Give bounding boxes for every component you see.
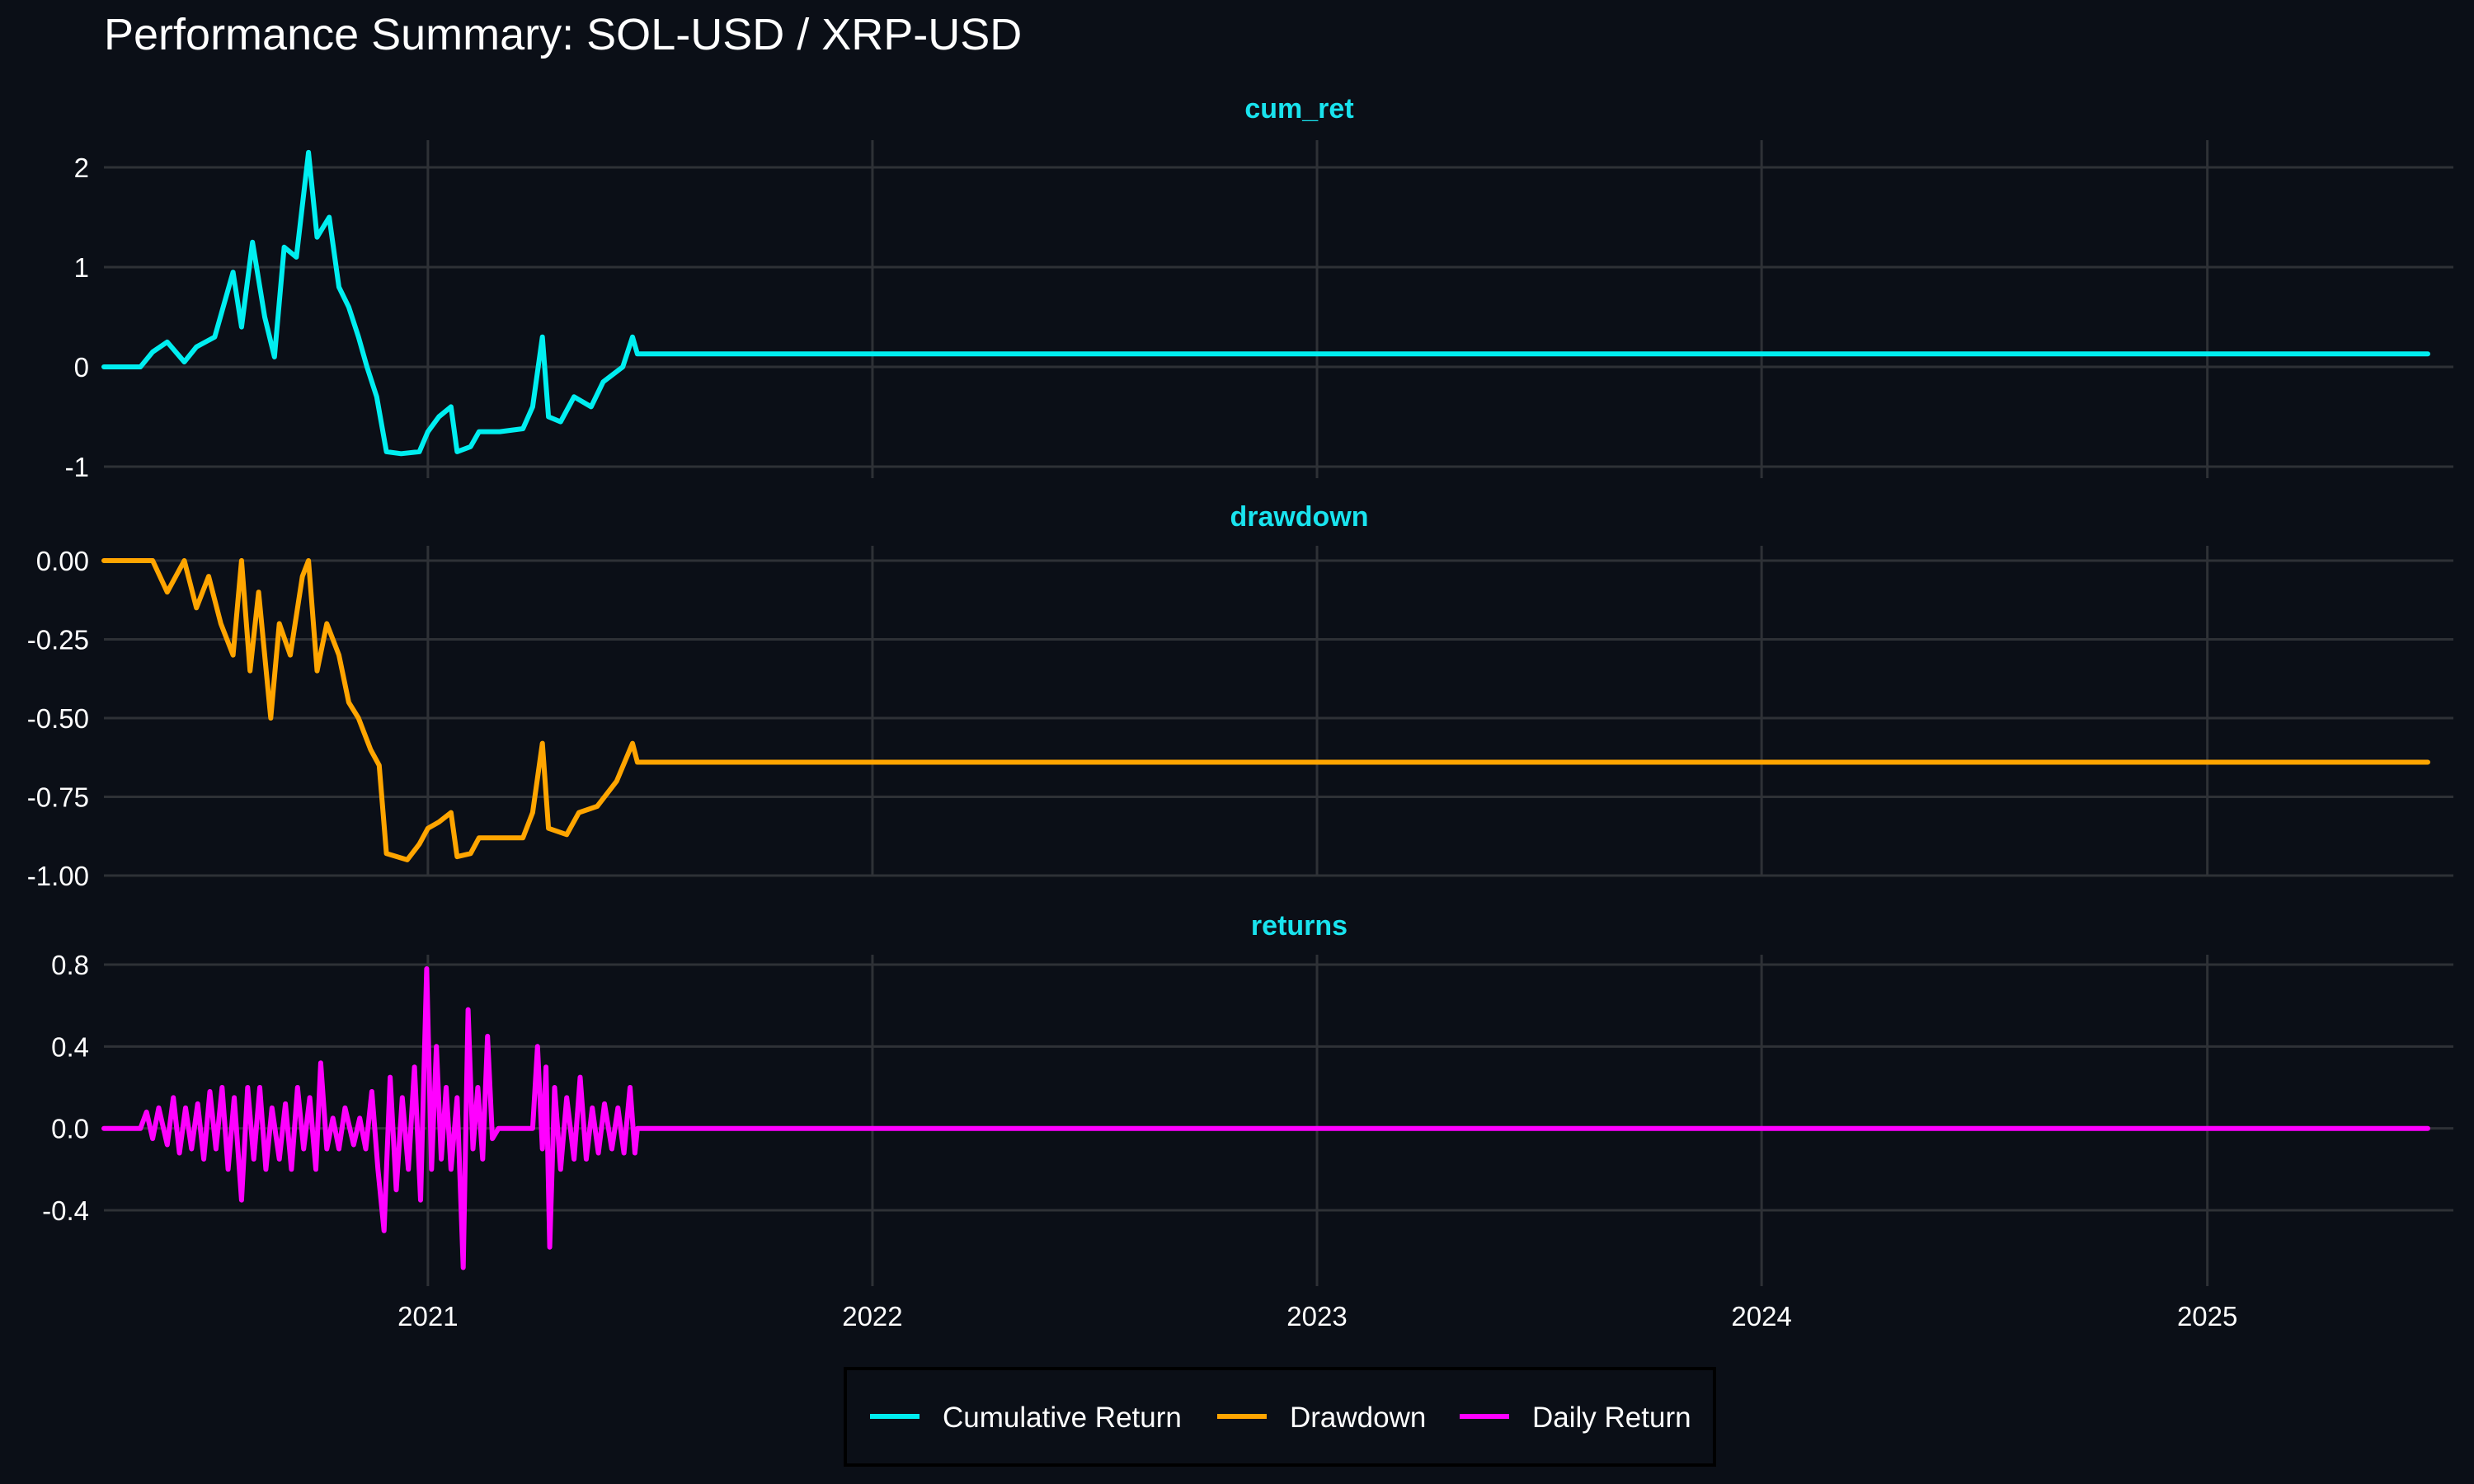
x-tick-label: 2025 — [2177, 1301, 2237, 1331]
legend-item: Drawdown — [1217, 1402, 1426, 1434]
y-tick-label: -1 — [65, 452, 89, 482]
y-tick-label: -0.4 — [42, 1195, 89, 1226]
y-tick-label: 2 — [74, 153, 89, 183]
facet-title: cum_ret — [1244, 93, 1353, 124]
facet-title: drawdown — [1230, 501, 1368, 533]
y-tick-label: 0.00 — [36, 546, 89, 576]
chart-panels: cum_ret 2 1 0 -1 drawdown 0.00 -0.25 -0.50 -0.75 -… — [27, 93, 2453, 1286]
y-tick-label: 0.4 — [51, 1031, 89, 1062]
legend: Cumulative Return Drawdown Daily Return — [844, 1367, 1716, 1467]
panel-cum-ret: cum_ret 2 1 0 -1 — [65, 93, 2453, 482]
panel-drawdown: drawdown 0.00 -0.25 -0.50 -0.75 -1.00 — [27, 501, 2453, 891]
x-tick-label: 2022 — [842, 1301, 902, 1331]
y-tick-label: -0.25 — [27, 625, 89, 655]
legend-item: Cumulative Return — [870, 1402, 1182, 1434]
y-tick-label: 0 — [74, 352, 89, 383]
legend-label: Drawdown — [1290, 1402, 1426, 1434]
y-tick-label: 0.0 — [51, 1114, 89, 1144]
x-tick-label: 2021 — [397, 1301, 458, 1331]
y-tick-label: 0.8 — [51, 950, 89, 980]
series-line-drawdown — [101, 558, 2430, 862]
legend-label: Daily Return — [1532, 1402, 1691, 1434]
y-tick-label: -0.50 — [27, 703, 89, 734]
x-tick-label: 2024 — [1731, 1301, 1791, 1331]
legend-box — [844, 1367, 1716, 1467]
x-axis: 2021 2022 2023 2024 2025 — [397, 1301, 2237, 1331]
chart-title: Performance Summary: SOL-USD / XRP-USD — [104, 10, 1022, 59]
legend-label: Cumulative Return — [943, 1402, 1182, 1434]
legend-item: Daily Return — [1460, 1402, 1691, 1434]
y-tick-label: -1.00 — [27, 861, 89, 891]
x-tick-label: 2023 — [1286, 1301, 1347, 1331]
series-line-cum-ret — [101, 149, 2430, 457]
y-tick-label: 1 — [74, 252, 89, 283]
series-line-returns — [101, 966, 2430, 1270]
facet-title: returns — [1251, 910, 1348, 942]
panel-returns: returns 0.8 0.4 0.0 -0.4 — [42, 910, 2453, 1286]
y-tick-label: -0.75 — [27, 782, 89, 813]
